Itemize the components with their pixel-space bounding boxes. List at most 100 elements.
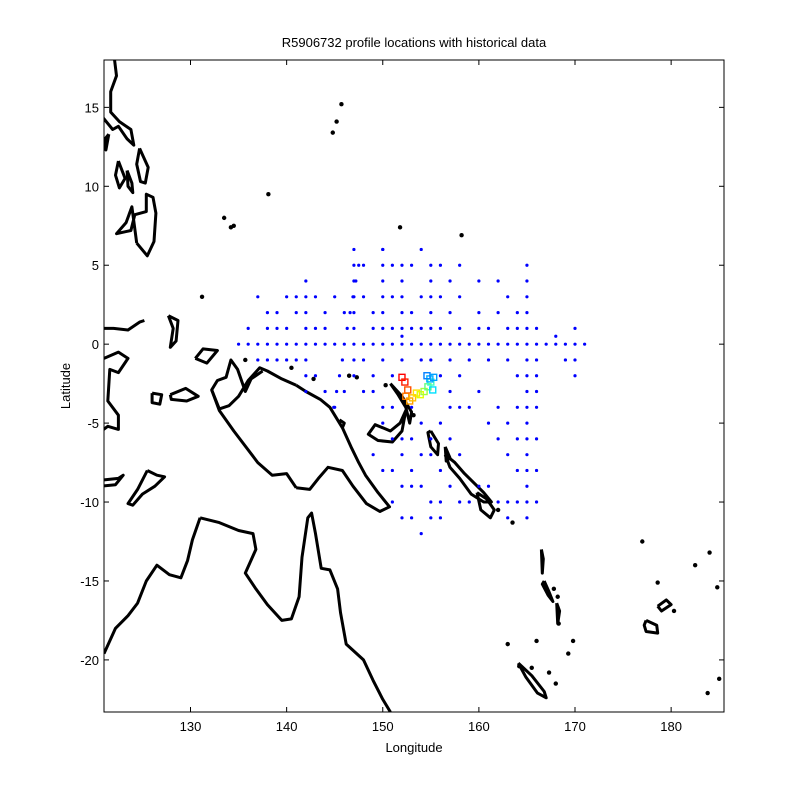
historical-point-227 [534,468,539,473]
historical-point-144 [409,516,414,520]
historical-point-149 [390,468,394,473]
islet-14 [354,375,360,380]
historical-point-125 [515,468,519,473]
historical-point-133 [429,500,433,504]
historical-point-155 [438,468,443,473]
historical-point-98 [390,295,394,299]
historical-point-193 [486,326,491,330]
historical-point-178 [477,279,481,283]
historical-point-204 [361,263,366,267]
historical-point-197 [438,263,443,267]
coastline-17 [194,347,219,365]
historical-point-3 [265,342,270,346]
coastline-layer [104,60,722,712]
islet-23 [566,651,571,656]
historical-point-71 [525,389,529,394]
historical-point-21 [438,342,443,346]
historical-point-113 [361,389,366,394]
historical-point-99 [409,310,414,315]
historical-point-208 [467,358,471,362]
plot-area-frame [103,59,725,713]
x-axis: 130 140 150 160 170 180 [180,60,682,734]
historical-point-87 [256,295,260,299]
islet-21 [551,586,557,592]
historical-point-12 [352,342,356,346]
historical-point-49 [352,263,356,267]
historical-point-78 [525,326,529,330]
historical-point-163 [390,405,394,409]
historical-point-134 [438,500,443,504]
historical-point-150 [371,453,375,457]
historical-point-69 [525,358,529,362]
islet-27 [707,550,712,555]
historical-point-132 [419,484,423,488]
historical-point-74 [525,437,529,441]
historical-point-114 [371,374,375,378]
islet-33 [640,539,645,544]
coastline-20 [135,147,150,185]
historical-point-116 [409,405,414,409]
islet-19 [556,621,561,626]
historical-point-92 [313,295,318,299]
historical-point-2 [256,342,260,346]
historical-point-81 [525,279,529,283]
historical-point-27 [496,342,500,346]
historical-point-220 [246,326,250,330]
historical-point-82 [525,263,529,267]
historical-point-46 [352,310,356,315]
y-tick-label-7: 15 [85,100,99,115]
historical-point-146 [429,516,433,520]
coastline-4 [210,389,298,489]
historical-point-179 [496,279,500,283]
historical-point-225 [496,405,500,409]
y-tick-label-0: -20 [80,653,99,668]
islet-2 [266,191,271,197]
y-tick-label-4: 0 [92,337,99,352]
historical-point-170 [337,374,342,378]
islet-37 [534,638,539,644]
historical-point-96 [361,295,366,299]
historical-point-181 [554,334,558,338]
coastline-25 [516,662,548,700]
historical-point-139 [486,484,491,488]
historical-point-127 [534,374,539,378]
historical-point-79 [525,310,529,315]
coastline-2 [295,383,391,513]
historical-point-142 [390,500,394,504]
historical-point-61 [400,279,404,283]
historical-point-43 [304,279,308,283]
y-tick-label-5: 5 [92,258,99,273]
historical-point-88 [265,310,270,315]
historical-point-201 [390,263,394,267]
historical-point-118 [448,389,452,394]
coastline-31 [338,418,346,429]
profile-point-14 [430,373,438,382]
historical-point-25 [477,342,481,346]
historical-point-16 [390,342,394,346]
historical-point-203 [352,247,356,252]
coastline-12 [126,469,167,507]
historical-point-183 [294,295,298,299]
coastline-11 [104,319,145,332]
historical-point-185 [313,326,318,330]
historical-point-231 [525,516,529,520]
historical-point-6 [294,342,298,346]
islet-4 [339,102,344,107]
historical-point-33 [554,342,558,346]
historical-point-200 [409,263,414,267]
historical-point-202 [381,247,385,252]
historical-point-101 [438,295,443,299]
historical-point-17 [400,342,404,346]
coastline-26 [642,619,660,635]
historical-point-45 [352,326,356,330]
historical-point-174 [351,295,355,299]
historical-point-60 [400,295,404,299]
historical-point-42 [304,295,308,299]
historical-point-54 [381,279,385,283]
historical-point-195 [515,326,519,330]
historical-point-135 [448,484,452,488]
historical-point-111 [342,389,346,394]
historical-point-112 [352,374,356,378]
historical-point-19 [419,342,423,346]
